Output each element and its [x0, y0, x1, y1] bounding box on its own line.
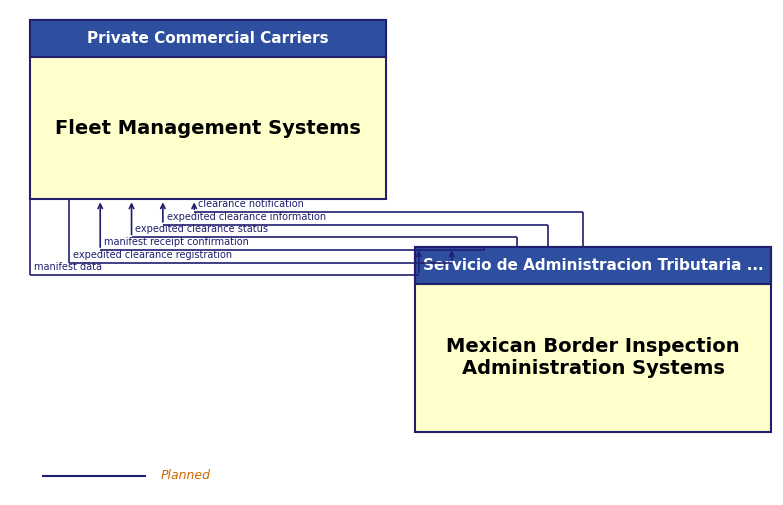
- Bar: [415, 247, 771, 432]
- Bar: [30, 20, 386, 57]
- Text: expedited clearance registration: expedited clearance registration: [73, 249, 232, 260]
- Text: expedited clearance status: expedited clearance status: [135, 224, 269, 234]
- Bar: [30, 20, 386, 57]
- Text: manifest data: manifest data: [34, 262, 102, 272]
- Text: Mexican Border Inspection
Administration Systems: Mexican Border Inspection Administration…: [446, 337, 740, 378]
- Text: Private Commercial Carriers: Private Commercial Carriers: [87, 31, 329, 46]
- Text: manifest receipt confirmation: manifest receipt confirmation: [104, 237, 249, 247]
- Text: Planned: Planned: [161, 469, 211, 482]
- Bar: [415, 247, 771, 284]
- Bar: [415, 247, 771, 284]
- Text: expedited clearance information: expedited clearance information: [167, 212, 326, 222]
- Text: Servicio de Administracion Tributaria ...: Servicio de Administracion Tributaria ..…: [423, 258, 763, 273]
- Bar: [30, 20, 386, 199]
- Text: clearance notification: clearance notification: [198, 199, 304, 209]
- Text: Fleet Management Systems: Fleet Management Systems: [55, 119, 361, 137]
